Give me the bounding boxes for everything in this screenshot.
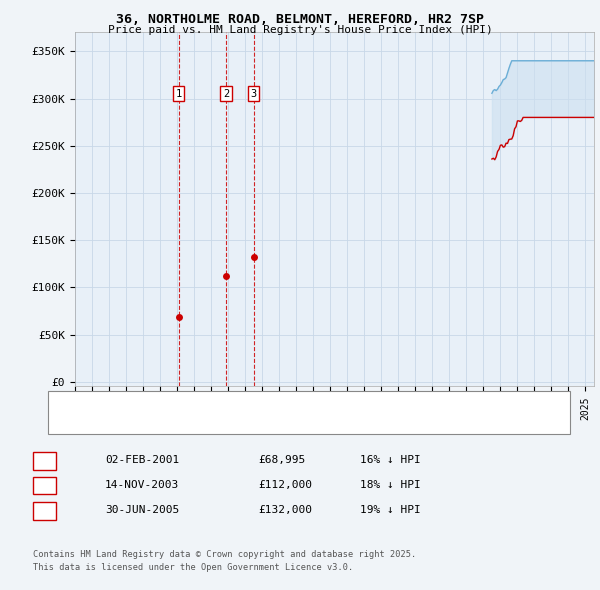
Text: 18% ↓ HPI: 18% ↓ HPI — [360, 480, 421, 490]
Text: 19% ↓ HPI: 19% ↓ HPI — [360, 506, 421, 515]
Text: £68,995: £68,995 — [258, 455, 305, 465]
Text: Price paid vs. HM Land Registry's House Price Index (HPI): Price paid vs. HM Land Registry's House … — [107, 25, 493, 35]
Text: 16% ↓ HPI: 16% ↓ HPI — [360, 455, 421, 465]
Text: This data is licensed under the Open Government Licence v3.0.: This data is licensed under the Open Gov… — [33, 563, 353, 572]
Text: 3: 3 — [251, 89, 257, 99]
Text: 1: 1 — [175, 89, 182, 99]
Text: 14-NOV-2003: 14-NOV-2003 — [105, 480, 179, 490]
Text: 1: 1 — [41, 455, 48, 465]
Text: 30-JUN-2005: 30-JUN-2005 — [105, 506, 179, 515]
Text: 02-FEB-2001: 02-FEB-2001 — [105, 455, 179, 465]
Text: 36, NORTHOLME ROAD, BELMONT, HEREFORD, HR2 7SP (semi-detached house): 36, NORTHOLME ROAD, BELMONT, HEREFORD, H… — [85, 398, 485, 408]
Text: £112,000: £112,000 — [258, 480, 312, 490]
Text: 36, NORTHOLME ROAD, BELMONT, HEREFORD, HR2 7SP: 36, NORTHOLME ROAD, BELMONT, HEREFORD, H… — [116, 13, 484, 26]
Text: 3: 3 — [41, 506, 48, 515]
Text: Contains HM Land Registry data © Crown copyright and database right 2025.: Contains HM Land Registry data © Crown c… — [33, 550, 416, 559]
Text: £132,000: £132,000 — [258, 506, 312, 515]
Text: HPI: Average price, semi-detached house, Herefordshire: HPI: Average price, semi-detached house,… — [85, 418, 403, 428]
Text: 2: 2 — [223, 89, 229, 99]
Text: 2: 2 — [41, 480, 48, 490]
